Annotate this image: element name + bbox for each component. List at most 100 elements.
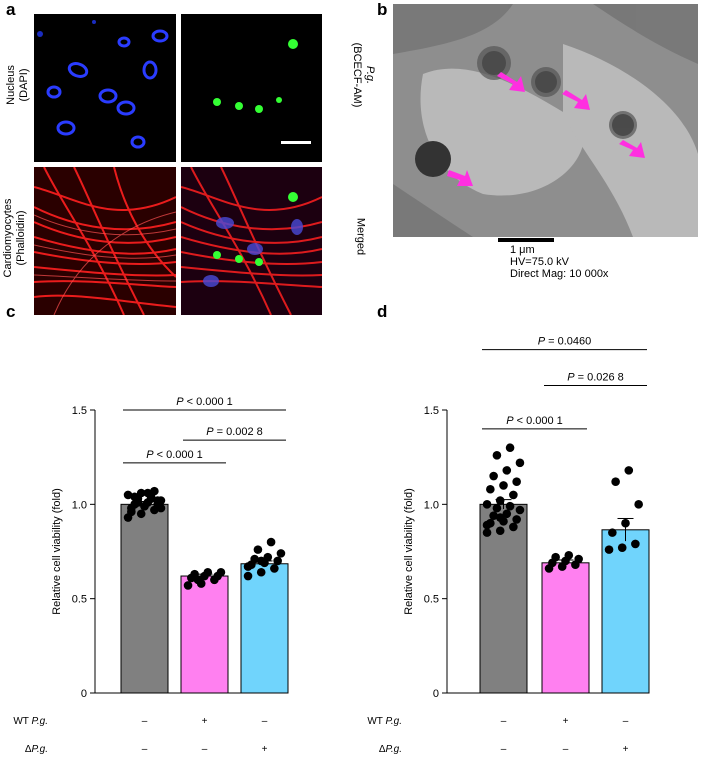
data-point (136, 509, 146, 519)
panel-letter-c: c (6, 302, 16, 321)
data-point (502, 466, 512, 475)
data-point (505, 443, 515, 453)
tem-scale-label: 1 μm (510, 244, 535, 256)
data-point (492, 450, 502, 460)
data-point (495, 496, 505, 505)
data-point (263, 552, 273, 562)
data-point (183, 581, 193, 590)
dapi-label: Nucleus (DAPI) (5, 65, 30, 105)
scale-bar (281, 141, 311, 144)
y-axis-label: Relative cell viability (fold) (51, 488, 63, 615)
condition-symbol: + (202, 716, 208, 727)
data-point (624, 466, 634, 475)
data-point (617, 543, 627, 553)
bar (120, 503, 169, 694)
p-value-label: P = 0.026 8 (567, 371, 624, 383)
y-tick-label: 0 (81, 688, 87, 700)
row-label: WT P.g. (13, 716, 48, 727)
data-point (243, 562, 253, 571)
condition-symbol: + (623, 744, 629, 755)
data-point (495, 513, 505, 522)
data-point (621, 518, 630, 528)
dapi-image (34, 14, 176, 162)
data-point (492, 503, 502, 513)
data-point (489, 511, 498, 520)
y-tick-label: 1.5 (424, 405, 439, 417)
condition-symbol: + (262, 744, 268, 755)
data-point (256, 556, 266, 566)
condition-symbol: – (563, 744, 569, 755)
data-point (276, 549, 286, 558)
y-tick-label: 1.0 (424, 499, 439, 511)
tem-mag-label: Direct Mag: 10 000x (510, 268, 609, 280)
data-point (512, 477, 521, 486)
data-point (243, 571, 253, 581)
row-label: ΔP.g. (25, 744, 48, 755)
data-point (608, 528, 617, 537)
condition-symbol: + (563, 716, 569, 727)
p-value-label: P = 0.002 8 (206, 426, 263, 438)
y-tick-label: 1.5 (72, 405, 87, 417)
arrow-3 (619, 140, 645, 158)
data-point (482, 528, 492, 537)
arrow-1 (497, 72, 525, 92)
data-point (515, 458, 525, 468)
data-point (150, 486, 159, 496)
data-point (216, 567, 226, 577)
y-tick-label: 0 (433, 688, 439, 700)
bar (541, 562, 590, 694)
data-point (250, 554, 259, 564)
merged-label: Merged (354, 217, 367, 256)
phalloidin-image (34, 167, 176, 315)
row-label: ΔP.g. (379, 744, 402, 755)
data-point (505, 501, 515, 511)
chart-d: 0 0.5 1.0 1.5 Relative cell viability (fold)… (367, 336, 650, 755)
data-point (509, 522, 518, 532)
data-point (203, 567, 213, 577)
p-value-label: P = 0.0460 (538, 336, 592, 348)
data-point (509, 490, 518, 500)
condition-symbol: – (202, 744, 208, 755)
y-axis-label: Relative cell viability (fold) (403, 488, 415, 615)
data-point (127, 507, 136, 517)
pg-bacteria (213, 39, 311, 144)
tem-scale-bar (498, 238, 554, 242)
bar (601, 529, 650, 694)
data-point (512, 515, 521, 524)
data-point (489, 471, 498, 481)
bar (180, 575, 229, 694)
data-point (482, 500, 492, 509)
tem-hv-label: HV=75.0 kV (510, 256, 570, 268)
data-point (156, 503, 166, 513)
data-point (574, 554, 583, 564)
data-point (270, 564, 279, 573)
p-value-label: P < 0.000 1 (146, 449, 203, 461)
data-point (631, 539, 640, 549)
data-point (564, 550, 574, 560)
data-point (502, 509, 512, 519)
condition-symbol: – (142, 716, 148, 727)
data-point (495, 526, 505, 536)
data-point (515, 505, 525, 515)
bcecf-label: P.g. (BCECF-AM) (351, 42, 376, 108)
data-point (634, 500, 643, 509)
row-label: WT P.g. (367, 716, 402, 727)
data-point (153, 496, 162, 505)
data-point (253, 545, 263, 554)
data-point (266, 537, 276, 547)
p-value-label: P < 0.000 1 (176, 396, 233, 408)
chart-c: 0 0.5 1.0 1.5 Relative cell viability (fold)… (13, 396, 289, 755)
data-point (604, 545, 614, 554)
data-point (146, 494, 156, 503)
phalloidin-label: Cardiomyocytes (Phalloidin) (2, 198, 27, 278)
condition-symbol: – (501, 716, 507, 727)
condition-symbol: – (142, 744, 148, 755)
data-point (486, 484, 495, 494)
data-point (482, 520, 492, 530)
tem-content (393, 4, 698, 237)
dapi-nuclei (37, 20, 169, 149)
actin-fibers (34, 167, 176, 315)
data-point (193, 575, 203, 585)
bar (240, 563, 289, 694)
y-tick-label: 0.5 (72, 594, 87, 606)
